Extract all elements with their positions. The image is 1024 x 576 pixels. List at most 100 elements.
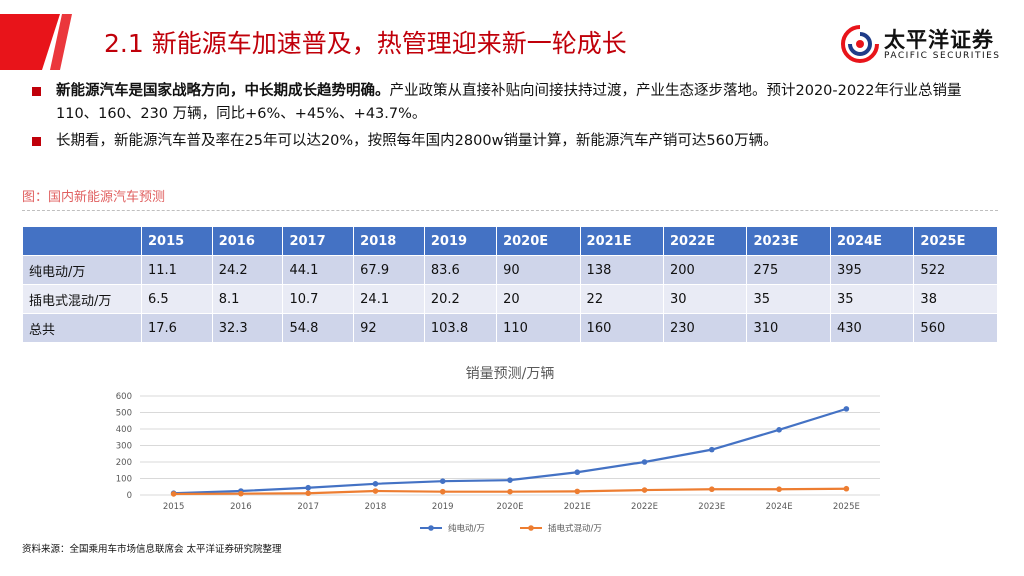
- table-header-cell: 2019: [423, 226, 498, 256]
- table-cell: 20.2: [423, 284, 498, 314]
- x-tick-label: 2025E: [833, 502, 860, 512]
- bullet-square-icon: [32, 87, 41, 96]
- table-cell: 30: [663, 284, 748, 314]
- table-cell: 纯电动/万: [22, 255, 142, 285]
- table-cell: 35: [746, 284, 831, 314]
- x-tick-label: 2024E: [766, 502, 793, 512]
- x-tick-label: 2022E: [631, 502, 658, 512]
- logo-name-cn: 太平洋证券: [884, 28, 994, 52]
- table-cell: 35: [829, 284, 915, 314]
- legend-label: 插电式混动/万: [548, 523, 602, 534]
- y-tick-label: 600: [116, 392, 132, 402]
- data-point: [843, 406, 850, 412]
- data-point: [372, 488, 379, 494]
- bullet-item: 新能源汽车是国家战略方向，中长期成长趋势明确。产业政策从直接补贴向间接扶持过渡，…: [26, 80, 1001, 126]
- source-note: 资料来源：全国乘用车市场信息联席会 太平洋证券研究院整理: [22, 544, 282, 555]
- x-tick-label: 2018: [365, 502, 387, 512]
- page-title: 2.1 新能源车加速普及，热管理迎来新一轮成长: [104, 29, 627, 58]
- legend-label: 纯电动/万: [448, 523, 485, 534]
- table-cell: 44.1: [282, 255, 355, 285]
- title-accent-bar: [0, 14, 60, 70]
- legend-marker: [528, 525, 534, 531]
- table-cell: 总共: [22, 313, 142, 343]
- table-cell: 230: [663, 313, 748, 343]
- data-point: [507, 477, 513, 483]
- table-cell: 83.6: [423, 255, 498, 285]
- table-cell: 110: [496, 313, 581, 343]
- table-header-cell: 2020E: [496, 226, 581, 256]
- table-cell: 92: [353, 313, 425, 343]
- table-cell: 310: [746, 313, 831, 343]
- table-header-cell: 2024E: [829, 226, 915, 256]
- table-cell: 67.9: [353, 255, 425, 285]
- table-cell: 38: [913, 284, 998, 314]
- table-cell: 6.5: [141, 284, 213, 314]
- data-point: [439, 488, 446, 495]
- x-tick-label: 2017: [297, 502, 319, 512]
- data-point: [439, 478, 446, 485]
- data-point: [238, 490, 244, 497]
- company-logo: 太平洋证券 PACIFIC SECURITIES: [840, 22, 1010, 68]
- table-cell: 54.8: [282, 313, 355, 343]
- y-tick-label: 200: [116, 458, 132, 468]
- data-point: [170, 491, 177, 497]
- table-cell: 24.2: [211, 255, 284, 285]
- table-cell: 560: [913, 313, 998, 343]
- y-tick-label: 100: [116, 475, 132, 485]
- data-point: [776, 486, 782, 493]
- table-cell: 522: [913, 255, 998, 285]
- figure-label: 图：国内新能源汽车预测: [22, 190, 166, 205]
- table-row: 总共 17.6 32.3 54.8 92 103.8 110 160 230 3…: [22, 313, 998, 343]
- table-row: 纯电动/万 11.1 24.2 44.1 67.9 83.6 90 138 20…: [22, 255, 998, 285]
- y-tick-label: 300: [116, 442, 132, 452]
- table-row: 插电式混动/万 6.5 8.1 10.7 24.1 20.2 20 22 30 …: [22, 284, 998, 314]
- data-point: [574, 488, 581, 495]
- x-tick-label: 2023E: [698, 502, 725, 512]
- table-cell: 24.1: [353, 284, 425, 314]
- table-header-cell: 2021E: [579, 226, 665, 256]
- data-point: [641, 459, 648, 465]
- table-cell: 90: [496, 255, 581, 285]
- table-cell: 20: [496, 284, 581, 314]
- table-cell: 395: [829, 255, 915, 285]
- table-cell: 138: [579, 255, 665, 285]
- table-header-cell: [22, 226, 142, 256]
- table-header-cell: 2018: [353, 226, 425, 256]
- sales-forecast-chart: 销量预测/万辆 0 100 200 300 400 500 600 2015 2016 2017 20…: [116, 366, 880, 534]
- x-tick-label: 2016: [230, 502, 252, 512]
- logo-name-en: PACIFIC SECURITIES: [884, 51, 1001, 61]
- data-point: [507, 488, 513, 495]
- table-cell: 103.8: [423, 313, 498, 343]
- x-tick-label: 2021E: [564, 502, 591, 512]
- table-header-cell: 2025E: [913, 226, 998, 256]
- table-header-cell: 2017: [282, 226, 355, 256]
- table-header-cell: 2015: [141, 226, 213, 256]
- table-cell: 10.7: [282, 284, 355, 314]
- table-cell: 275: [746, 255, 831, 285]
- bullet-bold-text: 新能源汽车是国家战略方向，中长期成长趋势明确。: [56, 83, 390, 99]
- y-tick-label: 0: [127, 491, 132, 501]
- logo-icon: [841, 25, 879, 63]
- data-point: [574, 469, 581, 476]
- data-point: [709, 486, 715, 493]
- figure-divider: [22, 210, 998, 211]
- table-cell: 200: [663, 255, 748, 285]
- bullet-square-icon: [32, 137, 41, 146]
- table-cell: 430: [829, 313, 915, 343]
- table-cell: 32.3: [211, 313, 284, 343]
- x-tick-label: 2015: [163, 502, 185, 512]
- table-cell: 插电式混动/万: [22, 284, 142, 314]
- x-tick-label: 2019: [432, 502, 454, 512]
- bullet-text: 产业政策从直接补贴向间接扶持过渡，产业生态逐步落地。预计2020-2022年行业…: [56, 83, 962, 122]
- table-cell: 11.1: [141, 255, 213, 285]
- data-point: [843, 485, 850, 492]
- data-point: [305, 490, 311, 497]
- y-tick-label: 500: [116, 409, 132, 419]
- data-point: [641, 487, 648, 493]
- table-header-cell: 2022E: [663, 226, 748, 256]
- x-tick-label: 2020E: [496, 502, 523, 512]
- table-cell: 22: [579, 284, 665, 314]
- table-header-row: 2015 2016 2017 2018 2019 2020E 2021E 202…: [22, 226, 998, 256]
- table-cell: 160: [579, 313, 665, 343]
- bullet-list: 新能源汽车是国家战略方向，中长期成长趋势明确。产业政策从直接补贴向间接扶持过渡，…: [26, 80, 1001, 157]
